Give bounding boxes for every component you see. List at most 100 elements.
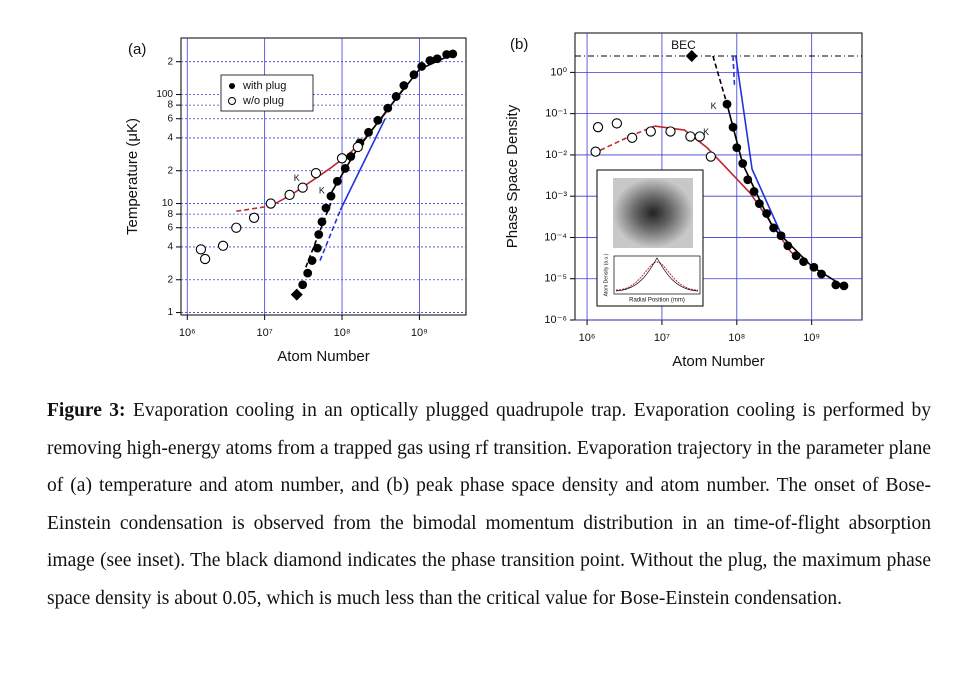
open-marker <box>590 146 601 157</box>
filled-marker <box>298 280 308 290</box>
inset-y-label: Atom Density (a.u.) <box>603 253 609 296</box>
filled-marker <box>391 92 401 101</box>
filled-marker <box>383 103 393 113</box>
filled-marker <box>817 269 826 279</box>
y-tick-label: 6 <box>167 222 173 233</box>
y-tick-label: 4 <box>167 242 173 253</box>
open-marker <box>231 222 242 233</box>
y-tick-label: 10⁻⁴ <box>544 231 567 243</box>
caption-text: Evaporation cooling in an optically plug… <box>47 400 931 609</box>
open-marker <box>265 198 276 209</box>
open-marker <box>352 141 363 153</box>
y-tick-label: 8 <box>167 100 173 111</box>
annotation: K <box>319 186 325 196</box>
filled-marker <box>346 152 356 161</box>
fit-line <box>319 209 342 261</box>
open-marker <box>310 168 322 179</box>
filled-marker <box>769 223 778 233</box>
filled-marker <box>314 230 324 239</box>
fit-line <box>339 118 386 211</box>
plot-frame <box>180 37 467 316</box>
filled-marker <box>425 56 435 65</box>
filled-marker <box>332 176 342 186</box>
fit-line <box>735 55 783 237</box>
legend-label: w/o plug <box>242 95 284 107</box>
annotation: K <box>703 127 709 137</box>
x-tick-label: 10⁸ <box>728 332 745 344</box>
legend-label: with plug <box>242 80 286 92</box>
y-tick-label: 6 <box>167 113 173 124</box>
y-tick-label: 10⁻⁵ <box>544 273 567 285</box>
open-marker <box>248 212 260 223</box>
x-axis-label: Atom Number <box>672 353 765 370</box>
filled-marker <box>738 159 748 168</box>
x-axis-label: Atom Number <box>277 348 370 365</box>
fit-line <box>712 55 728 105</box>
filled-marker <box>326 191 336 201</box>
filled-marker <box>321 203 331 213</box>
reference-label: BEC <box>671 38 696 52</box>
legend-marker <box>228 97 236 105</box>
y-tick-label: 8 <box>167 209 173 220</box>
y-tick-label: 10⁻⁶ <box>544 314 567 326</box>
filled-marker <box>312 243 322 253</box>
filled-marker <box>783 241 793 251</box>
inset-image <box>613 178 693 248</box>
filled-marker <box>839 281 849 291</box>
y-tick-label: 10⁻¹ <box>545 108 567 120</box>
filled-marker <box>307 256 317 265</box>
diamond-marker <box>685 49 698 62</box>
filled-marker <box>762 209 772 218</box>
x-tick-label: 10⁶ <box>579 332 596 344</box>
filled-marker <box>432 54 442 64</box>
x-tick-label: 10⁹ <box>803 332 820 344</box>
fit-line <box>726 103 845 288</box>
y-tick-label: 10⁻² <box>545 149 567 161</box>
x-tick-label: 10⁷ <box>654 332 670 344</box>
open-marker <box>336 153 348 164</box>
filled-marker <box>754 199 764 209</box>
filled-marker <box>809 262 819 272</box>
filled-marker <box>799 257 809 267</box>
x-tick-label: 10⁹ <box>411 327 428 339</box>
filled-marker <box>722 99 732 109</box>
open-marker <box>195 244 207 255</box>
filled-marker <box>409 70 419 80</box>
filled-marker <box>303 268 313 278</box>
open-marker <box>199 253 211 265</box>
fit-line <box>329 52 456 196</box>
x-tick-label: 10⁷ <box>257 327 273 339</box>
inset-profile <box>615 257 699 292</box>
open-marker <box>284 189 295 201</box>
x-tick-label: 10⁸ <box>334 327 351 339</box>
filled-marker <box>399 81 409 90</box>
open-marker <box>611 118 623 129</box>
y-tick-label: 10 <box>162 198 174 209</box>
filled-marker <box>417 62 427 71</box>
open-marker <box>645 126 656 137</box>
y-tick-label: 2 <box>167 56 173 67</box>
y-tick-label: 2 <box>167 165 173 176</box>
filled-marker <box>732 143 742 153</box>
y-tick-label: 1 <box>167 307 173 318</box>
inset-x-label: Radial Position (mm) <box>629 298 685 304</box>
filled-marker <box>776 231 786 241</box>
panel-label: (a) <box>128 41 146 58</box>
open-marker <box>694 131 705 142</box>
x-tick-label: 10⁶ <box>179 327 196 339</box>
open-marker <box>297 182 308 193</box>
caption: Figure 3: Evaporation cooling in an opti… <box>47 392 931 618</box>
annotation: K <box>294 173 300 183</box>
open-marker <box>217 240 229 251</box>
fit-line <box>732 55 736 85</box>
filled-marker <box>317 217 327 227</box>
filled-marker <box>728 122 738 132</box>
inset-fit <box>615 261 699 291</box>
caption-label: Figure 3: <box>47 400 126 421</box>
filled-marker <box>373 115 383 125</box>
y-tick-label: 100 <box>156 89 173 100</box>
legend-box <box>220 74 314 112</box>
filled-marker <box>448 49 458 59</box>
